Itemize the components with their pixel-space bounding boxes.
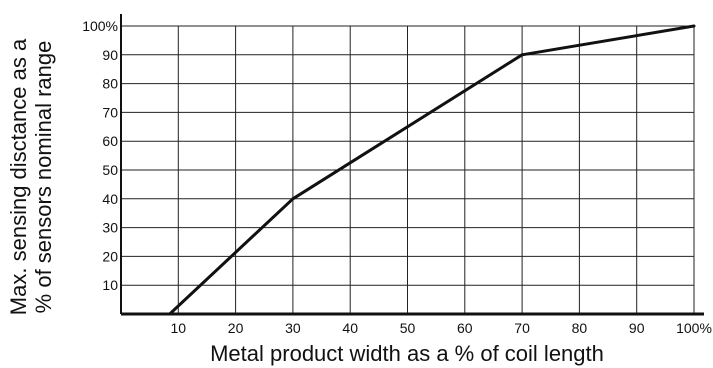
x-tick-label: 40: [342, 320, 358, 336]
x-tick-label: 70: [514, 320, 530, 336]
series-point: [692, 24, 696, 28]
y-tick-label: 60: [102, 133, 118, 149]
x-tick-labels: 10 20 30 40 50 60 70 80 90 100%: [171, 320, 712, 336]
series-point: [520, 53, 524, 57]
y-tick-label: 30: [102, 220, 118, 236]
x-axis-title: Metal product width as a % of coil lengt…: [210, 341, 604, 366]
y-tick-labels: 10 20 30 40 50 60 70 80 90 100%: [82, 18, 118, 293]
x-tick-label: 30: [285, 320, 301, 336]
series-point: [291, 197, 295, 201]
y-tick-label: 70: [102, 104, 118, 120]
y-tick-label: 50: [102, 162, 118, 178]
x-tick-label: 80: [572, 320, 588, 336]
x-tick-label: 100%: [676, 320, 712, 336]
y-tick-label: 80: [102, 76, 118, 92]
y-axis-title-line-1: Max. sensing disctance as a: [6, 38, 31, 315]
series-group: [168, 24, 696, 316]
x-tick-label: 90: [629, 320, 645, 336]
grid-lines: [121, 25, 695, 314]
series-point: [168, 312, 172, 316]
y-tick-label: 90: [102, 47, 118, 63]
series-line: [168, 24, 695, 316]
axes: [120, 14, 704, 316]
x-tick-label: 50: [400, 320, 416, 336]
x-tick-label: 60: [457, 320, 473, 336]
y-axis-title-line-2: % of sensors nominal range: [31, 41, 56, 314]
x-tick-label: 10: [171, 320, 187, 336]
y-tick-label: 100%: [82, 18, 118, 34]
x-tick-label: 20: [228, 320, 244, 336]
y-tick-label: 20: [102, 248, 118, 264]
y-tick-label: 40: [102, 191, 118, 207]
y-tick-label: 10: [102, 277, 118, 293]
